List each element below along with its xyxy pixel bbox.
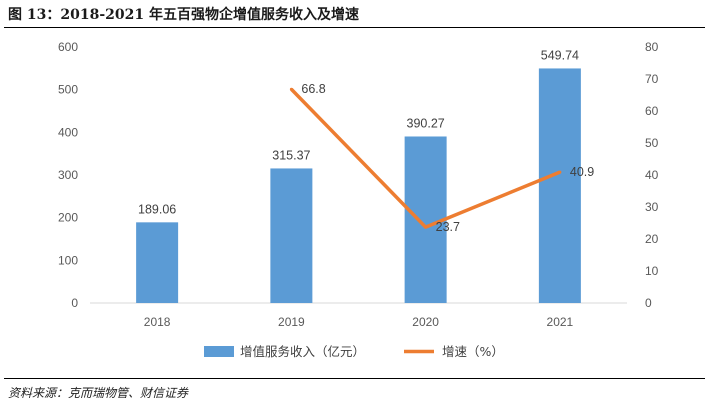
y-left-tick-label: 200: [58, 211, 78, 225]
growth-point-2020: [424, 225, 428, 229]
figure-source: 资料来源：克而瑞物管、财信证券: [8, 386, 189, 400]
x-tick-label: 2021: [547, 315, 574, 329]
legend-bar-swatch: [204, 346, 234, 357]
y-left-tick-label: 500: [58, 83, 78, 97]
y-right-tick-label: 80: [645, 40, 659, 54]
bar-value-label: 315.37: [272, 148, 310, 162]
y-left-tick-label: 400: [58, 125, 78, 139]
line-series: [289, 87, 562, 229]
y-left-tick-label: 600: [58, 40, 78, 54]
chart-axes: 0 100 200 300 400 500 600 0 10 20 30 40 50 60 70 80 2018…: [58, 40, 659, 329]
y-right-tick-label: 30: [645, 200, 659, 214]
bar-2021: [538, 68, 581, 303]
y-right-tick-label: 40: [645, 168, 659, 182]
bar-value-label: 390.27: [407, 116, 445, 130]
x-tick-label: 2020: [412, 315, 439, 329]
bar-series: [136, 68, 581, 303]
growth-value-label: 66.8: [301, 82, 325, 96]
y-left-tick-label: 300: [58, 168, 78, 182]
bar-2018: [136, 222, 179, 303]
legend-bar-label: 增值服务收入（亿元）: [240, 344, 365, 359]
y-right-tick-label: 10: [645, 264, 659, 278]
y-right-tick-label: 0: [645, 296, 652, 310]
growth-value-label: 23.7: [436, 220, 460, 234]
chart-legend: 增值服务收入（亿元） 增速（%）: [204, 344, 504, 359]
y-right-tick-label: 50: [645, 136, 659, 150]
growth-point-2019: [289, 87, 293, 91]
y-right-tick-label: 60: [645, 104, 659, 118]
x-tick-label: 2018: [144, 315, 171, 329]
figure-title: 图 13：2018-2021 年五百强物企增值服务收入及增速: [8, 7, 359, 23]
data-labels: 189.06 315.37 390.27 549.74 66.8 23.7 40.9: [138, 48, 594, 234]
x-tick-label: 2019: [278, 315, 305, 329]
growth-point-2021: [558, 170, 562, 174]
y-left-tick-label: 0: [71, 296, 78, 310]
legend-line-label: 增速（%）: [442, 344, 504, 359]
bar-value-label: 189.06: [138, 202, 176, 216]
bar-2019: [270, 168, 313, 303]
bar-value-label: 549.74: [541, 48, 579, 62]
title-rule: [4, 27, 705, 28]
y-left-tick-label: 100: [58, 253, 78, 267]
y-right-tick-label: 20: [645, 232, 659, 246]
growth-value-label: 40.9: [570, 165, 594, 179]
y-right-tick-label: 70: [645, 72, 659, 86]
source-rule: [4, 378, 705, 379]
